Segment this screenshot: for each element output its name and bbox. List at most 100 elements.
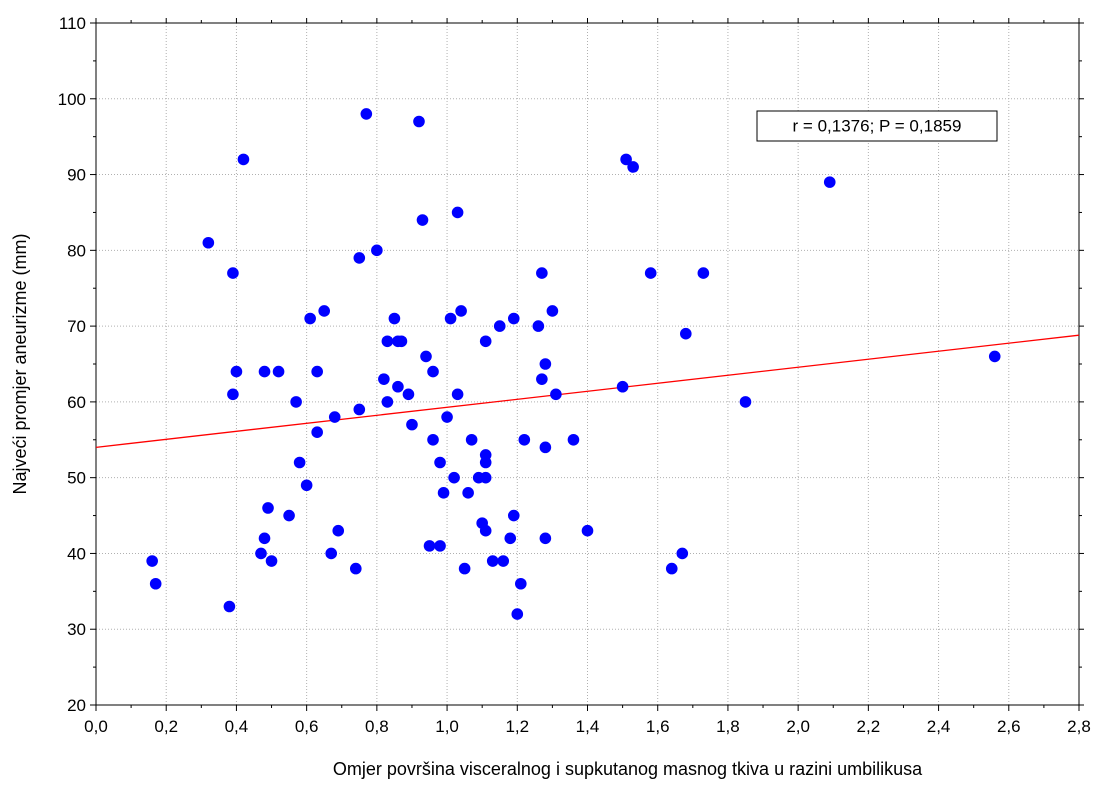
data-point [823, 176, 836, 188]
regression-line [95, 334, 1080, 449]
data-point [518, 433, 531, 446]
data-point [739, 396, 752, 408]
y-tick-label: 110 [59, 14, 86, 33]
y-tick-label: 60 [67, 393, 86, 412]
data-point [458, 562, 471, 575]
x-tick-label: 0,6 [295, 717, 319, 736]
x-tick-label: 2,4 [927, 717, 951, 736]
data-point [227, 388, 239, 401]
data-point [988, 350, 1001, 363]
data-point [434, 456, 446, 469]
data-point [328, 411, 341, 423]
data-point [265, 555, 278, 567]
x-tick-label: 2,2 [857, 717, 881, 736]
data-point [318, 305, 330, 317]
data-point [371, 244, 383, 257]
data-point [223, 600, 236, 613]
data-point [536, 373, 548, 385]
annotation-box [756, 110, 998, 142]
data-point [395, 335, 408, 348]
data-point [486, 555, 499, 567]
data-point [149, 577, 162, 590]
data-point [511, 608, 524, 620]
x-tick-label: 1,8 [716, 717, 740, 736]
grid-lines [96, 23, 1079, 705]
data-point [413, 115, 425, 128]
data-point [497, 555, 510, 567]
data-point [546, 305, 559, 317]
data-point [402, 388, 415, 401]
data-point [293, 456, 306, 469]
data-point [427, 365, 439, 378]
annotation-group: r = 0,1376; P = 0,1859 [756, 110, 998, 142]
x-tick-label: 0,0 [84, 717, 108, 736]
data-point [532, 320, 545, 332]
data-point [388, 312, 401, 325]
data-point [332, 524, 345, 537]
y-tick-label: 100 [58, 90, 86, 109]
data-point [230, 365, 243, 378]
data-point [381, 335, 394, 348]
data-point [423, 540, 436, 552]
data-point [676, 547, 689, 560]
data-point [455, 305, 467, 317]
data-point [353, 403, 366, 416]
data-point [304, 312, 316, 325]
data-point [360, 108, 373, 120]
x-tick-label: 1,6 [646, 717, 670, 736]
data-point [697, 267, 710, 279]
data-point [434, 540, 446, 552]
data-point [258, 365, 271, 378]
y-tick-label: 40 [67, 544, 86, 563]
data-point [349, 562, 362, 575]
data-point [311, 426, 323, 439]
data-point [406, 418, 418, 431]
data-point [507, 509, 520, 522]
y-tick-label: 30 [67, 620, 86, 639]
x-tick-label: 1,2 [505, 717, 529, 736]
x-tick-label: 1,4 [576, 717, 600, 736]
data-point [539, 441, 552, 454]
data-point [514, 577, 527, 590]
data-point [479, 471, 492, 484]
data-point [378, 373, 390, 385]
data-point [451, 206, 464, 219]
data-point [258, 532, 271, 545]
data-point [283, 509, 295, 522]
plot-frame [95, 22, 1080, 706]
data-point [539, 532, 552, 545]
data-point [567, 433, 580, 446]
data-points [146, 108, 1001, 620]
data-point [325, 547, 338, 560]
y-tick-label: 50 [67, 469, 86, 488]
data-point [616, 380, 629, 393]
data-point [550, 388, 562, 401]
data-point [437, 487, 450, 499]
data-point [465, 433, 478, 446]
axes: 0,0 0,2 0,4 0,6 0,8 1,0 1,2 1,4 1,6 1,8 2,0 2,2 2,4 2… [58, 14, 1091, 736]
data-point [581, 524, 594, 537]
data-point [420, 350, 432, 363]
data-point [479, 449, 492, 461]
x-tick-label: 0,2 [154, 717, 178, 736]
data-point [381, 396, 394, 408]
data-point [444, 312, 457, 325]
y-tick-label: 80 [67, 241, 86, 260]
data-point [202, 236, 215, 249]
x-tick-label: 1,0 [435, 717, 459, 736]
data-point [680, 327, 692, 340]
data-point [448, 471, 460, 484]
data-point [479, 524, 492, 537]
data-point [462, 487, 474, 499]
data-point [627, 161, 639, 173]
data-point [353, 252, 366, 264]
x-tick-label: 0,4 [225, 717, 249, 736]
data-point [146, 555, 158, 567]
data-point [272, 365, 285, 378]
data-point [416, 214, 429, 226]
x-tick-label: 2,6 [997, 717, 1021, 736]
y-tick-label: 70 [67, 317, 86, 336]
x-tick-label: 2,0 [786, 717, 810, 736]
